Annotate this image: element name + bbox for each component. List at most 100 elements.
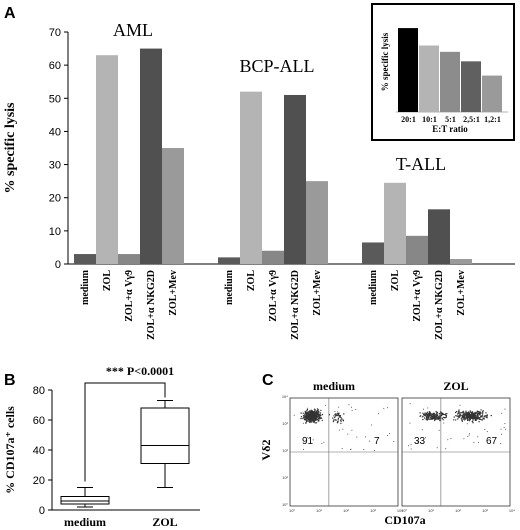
event-dot (310, 418, 312, 421)
event-dot (456, 415, 458, 417)
event-dot (314, 417, 317, 420)
flow-x-tick-label: 10² (455, 508, 461, 513)
event-dot (315, 411, 317, 413)
event-dot (334, 416, 336, 419)
event-dot (463, 438, 465, 440)
event-dot (450, 438, 452, 439)
event-dot (306, 410, 308, 412)
event-dot (468, 413, 470, 415)
event-dot (308, 419, 310, 421)
event-dot (337, 413, 340, 416)
event-dot (313, 412, 315, 415)
event-dot (486, 431, 488, 433)
bar (384, 182, 406, 264)
bar (140, 48, 162, 265)
event-dot (490, 414, 492, 417)
event-dot (351, 409, 353, 411)
event-dot (436, 447, 438, 449)
event-dot (387, 407, 388, 409)
x-category-label: ZOL+α Vγ9 (124, 270, 135, 322)
event-dot (435, 417, 437, 419)
event-dot (426, 416, 428, 418)
event-dot (340, 420, 342, 422)
event-dot (476, 413, 479, 415)
event-dot (316, 413, 318, 416)
event-dot (467, 436, 469, 437)
event-dot (368, 440, 370, 442)
event-dot (407, 445, 409, 447)
box (60, 496, 110, 505)
event-dot (442, 419, 444, 421)
event-dot (447, 439, 449, 441)
event-dot (336, 413, 338, 415)
box-y-tick-label: 60 (33, 415, 45, 427)
event-dot (474, 414, 476, 417)
box-y-tick-label: 20 (33, 475, 45, 487)
event-dot (419, 415, 421, 417)
event-dot (341, 448, 343, 449)
event-dot (427, 417, 429, 419)
event-dot (433, 415, 435, 417)
event-dot (306, 407, 308, 409)
event-dot (316, 418, 319, 421)
event-dot (471, 411, 473, 413)
event-dot (320, 415, 322, 417)
event-dot (316, 408, 319, 410)
event-dot (300, 412, 302, 414)
event-dot (431, 417, 433, 420)
x-category-label: ZOL+α Vγ9 (268, 270, 279, 322)
box-y-tick-label: 0 (39, 505, 45, 517)
event-dot (443, 417, 446, 419)
panel-label-a: A (4, 5, 16, 22)
x-category-label: ZOL (246, 270, 257, 291)
event-dot (306, 413, 308, 415)
bar (284, 94, 306, 264)
event-dot (338, 429, 340, 431)
bar (162, 148, 184, 264)
event-dot (500, 428, 502, 430)
bar (406, 235, 428, 264)
event-dot (410, 448, 412, 450)
event-dot (469, 417, 471, 419)
event-dot (355, 409, 357, 410)
event-dot (336, 414, 338, 417)
event-dot (471, 413, 473, 415)
event-dot (438, 429, 440, 431)
event-dot (435, 418, 437, 420)
bar (262, 250, 284, 264)
event-dot (337, 417, 340, 420)
event-dot (309, 419, 311, 421)
event-dot (302, 422, 304, 424)
event-dot (306, 411, 308, 414)
event-dot (468, 416, 470, 419)
x-category-label: ZOL+Mev (456, 270, 467, 316)
event-dot (347, 433, 349, 435)
event-dot (315, 414, 317, 416)
event-dot (300, 416, 303, 418)
event-dot (455, 419, 457, 421)
event-dot (316, 411, 319, 413)
y-tick-label: 50 (49, 93, 61, 105)
event-dot (340, 422, 342, 425)
event-dot (305, 422, 307, 424)
event-dot (431, 416, 434, 418)
event-dot (303, 448, 304, 450)
event-dot (337, 421, 339, 423)
flow-x-tick-label: 10¹ (316, 508, 322, 513)
event-dot (314, 415, 317, 417)
event-dot (350, 449, 352, 450)
quadrant-upper-right-value: 7 (374, 436, 380, 447)
event-dot (304, 413, 306, 416)
event-dot (317, 409, 320, 411)
event-dot (318, 416, 320, 418)
event-dot (467, 414, 470, 416)
event-dot (463, 418, 465, 420)
event-dot (464, 413, 466, 415)
event-dot (351, 429, 353, 431)
y-tick-label: 10 (49, 226, 61, 238)
event-dot (463, 417, 465, 419)
event-dot (459, 412, 461, 414)
event-dot (483, 418, 486, 420)
event-dot (466, 415, 468, 417)
event-dot (443, 422, 445, 424)
